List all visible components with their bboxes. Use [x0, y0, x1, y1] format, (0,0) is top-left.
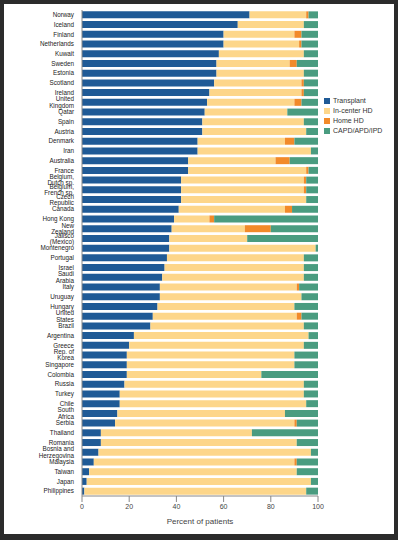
html-text:Bosnia and: Bosnia and [42, 445, 74, 453]
svg-text:Uruguay: Uruguay [50, 293, 75, 301]
svg-text:100: 100 [312, 503, 324, 510]
svg-text:SaudiArabia: SaudiArabia [56, 270, 75, 283]
svg-text:Romania: Romania [48, 438, 74, 446]
html-text:Republic: Republic [49, 198, 74, 206]
html-text:United: United [55, 95, 74, 103]
svg-text:Brazil: Brazil [58, 322, 74, 329]
html-text:Zealand: Zealand [51, 228, 74, 236]
svg-text:0: 0 [80, 503, 84, 510]
svg-text:Colombia: Colombia [47, 371, 74, 378]
svg-text:Canada: Canada [52, 205, 75, 212]
svg-text:Thailand: Thailand [50, 429, 75, 436]
svg-text:Iran: Iran [63, 147, 74, 154]
svg-text:SouthAfrica: SouthAfrica [58, 406, 75, 419]
svg-text:Japan: Japan [57, 478, 75, 486]
svg-text:Qatar: Qatar [58, 108, 74, 116]
svg-text:Scotland: Scotland [49, 79, 74, 86]
svg-text:Spain: Spain [58, 118, 75, 126]
svg-text:Serbia: Serbia [56, 419, 75, 426]
svg-text:Hong Kong: Hong Kong [42, 215, 74, 223]
svg-text:Ireland: Ireland [54, 88, 74, 96]
svg-text:Singapore: Singapore [45, 361, 74, 369]
svg-text:Portugal: Portugal [51, 254, 74, 262]
svg-text:40: 40 [173, 503, 181, 510]
svg-text:Italy: Italy [62, 283, 74, 291]
svg-text:Sweden: Sweden [51, 60, 74, 67]
svg-text:Finland: Finland [53, 31, 74, 38]
svg-text:Kuwait: Kuwait [55, 50, 74, 57]
svg-text:Percent of patients: Percent of patients [167, 517, 234, 526]
svg-text:Estonia: Estonia [53, 69, 75, 76]
html-text:Home HD: Home HD [333, 117, 364, 124]
html-text:Belgium,: Belgium, [49, 173, 74, 181]
svg-text:Hungary: Hungary [50, 302, 74, 310]
svg-text:Netherlands: Netherlands [40, 40, 74, 47]
svg-text:Rep. ofKorea: Rep. ofKorea [54, 348, 75, 361]
svg-text:20: 20 [125, 503, 133, 510]
html-text:In-center HD: In-center HD [333, 107, 373, 114]
svg-text:60: 60 [220, 503, 228, 510]
html-text:Herzegovina: Herzegovina [38, 451, 74, 459]
svg-text:80: 80 [267, 503, 275, 510]
svg-text:Turkey: Turkey [55, 390, 75, 398]
svg-text:Norway: Norway [53, 11, 75, 19]
html-text:Transplant: Transplant [333, 97, 366, 104]
svg-text:France: France [54, 166, 74, 174]
svg-text:Austria: Austria [54, 128, 74, 135]
html-text:French sp.: French sp. [44, 189, 74, 197]
html-text:(Mexico): (Mexico) [49, 237, 74, 245]
html-text:Jalisco: Jalisco [54, 231, 74, 239]
svg-text:Taiwan: Taiwan [54, 468, 74, 475]
html-text:CAPD/APD/IPD: CAPD/APD/IPD [333, 127, 383, 134]
svg-text:Argentina: Argentina [47, 332, 74, 340]
html-text:New: New [61, 221, 74, 229]
svg-text:Philippines: Philippines [44, 487, 74, 495]
svg-text:Iceland: Iceland [54, 21, 75, 28]
html-text:Kingdom: Kingdom [49, 101, 74, 109]
svg-text:Israel: Israel [58, 263, 74, 271]
html-text:Dutch sp.: Dutch sp. [47, 179, 74, 187]
svg-text:Australia: Australia [50, 157, 75, 164]
svg-text:Malaysia: Malaysia [49, 458, 74, 466]
svg-text:Montenegro: Montenegro [40, 244, 74, 252]
svg-text:Russia: Russia [55, 380, 75, 387]
svg-text:Denmark: Denmark [48, 137, 74, 144]
html-text:Belgium,: Belgium, [49, 182, 74, 190]
html-text:Czech: Czech [56, 192, 74, 200]
svg-text:Greece: Greece [53, 341, 74, 349]
svg-text:Chile: Chile [59, 399, 74, 407]
svg-text:UnitedStates: UnitedStates [56, 309, 75, 322]
